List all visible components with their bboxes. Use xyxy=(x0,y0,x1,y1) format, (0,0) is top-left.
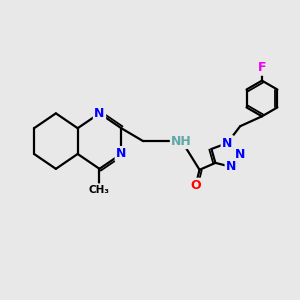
Text: N: N xyxy=(226,160,236,173)
Text: N: N xyxy=(116,148,127,160)
Text: N: N xyxy=(222,136,232,150)
Text: N: N xyxy=(235,148,245,161)
Text: NH: NH xyxy=(171,135,192,148)
Text: O: O xyxy=(190,179,201,192)
Text: N: N xyxy=(94,107,105,120)
Text: CH₃: CH₃ xyxy=(89,184,110,195)
Text: F: F xyxy=(258,61,266,74)
